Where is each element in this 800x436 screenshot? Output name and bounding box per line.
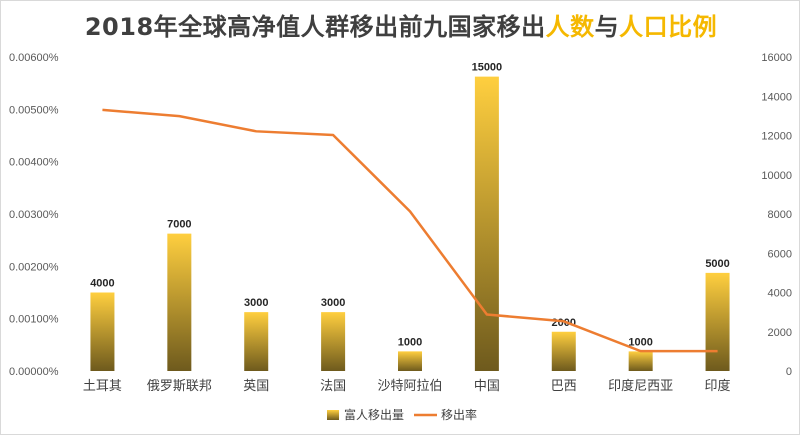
bar xyxy=(167,234,191,371)
right-axis-tick: 2000 xyxy=(768,327,792,339)
bar xyxy=(706,273,730,371)
bar xyxy=(475,77,499,371)
bar xyxy=(90,293,114,372)
legend-bar-swatch xyxy=(327,410,339,420)
left-axis-tick: 0.00000% xyxy=(9,366,59,378)
right-axis-tick: 10000 xyxy=(761,170,792,182)
bar xyxy=(398,351,422,371)
right-axis: 0 2000 4000 6000 8000 10000 12000 14000 16000 xyxy=(761,52,792,378)
category-label: 沙特阿拉伯 xyxy=(377,379,442,394)
bar-data-label: 3000 xyxy=(321,297,345,309)
bar-data-label: 15000 xyxy=(472,62,503,74)
bar-data-label: 7000 xyxy=(167,219,191,231)
right-axis-tick: 0 xyxy=(786,366,792,378)
left-axis-tick: 0.00600% xyxy=(9,52,59,64)
line-path xyxy=(102,110,717,351)
bar-data-label: 4000 xyxy=(90,278,114,290)
legend: 富人移出量 移出率 xyxy=(327,407,477,422)
bar-data-label: 1000 xyxy=(398,336,422,348)
category-label: 俄罗斯联邦 xyxy=(147,379,212,394)
category-label: 印度尼西亚 xyxy=(608,378,673,394)
right-axis-tick: 16000 xyxy=(761,52,792,64)
legend-line-label: 移出率 xyxy=(441,407,477,422)
right-axis-tick: 4000 xyxy=(768,288,792,300)
category-label: 中国 xyxy=(474,379,500,394)
left-axis-tick: 0.00100% xyxy=(9,314,59,326)
left-axis: 0.00000% 0.00100% 0.00200% 0.00300% 0.00400%… xyxy=(9,52,59,378)
category-axis: 土耳其 俄罗斯联邦 英国 法国 沙特阿拉伯 中国 巴西 印度尼西亚 印度 xyxy=(83,378,731,394)
category-label: 巴西 xyxy=(551,379,577,394)
bar-data-label: 2000 xyxy=(552,317,576,329)
right-axis-tick: 8000 xyxy=(768,209,792,221)
left-axis-tick: 0.00400% xyxy=(9,157,59,169)
legend-bar-label: 富人移出量 xyxy=(344,407,404,422)
left-axis-tick: 0.00500% xyxy=(9,104,59,116)
right-axis-tick: 12000 xyxy=(761,131,792,143)
bar xyxy=(552,332,576,371)
bar-data-label: 5000 xyxy=(705,258,729,270)
right-axis-tick: 14000 xyxy=(761,91,792,103)
left-axis-tick: 0.00200% xyxy=(9,261,59,273)
line-series xyxy=(102,110,717,351)
right-axis-tick: 6000 xyxy=(768,248,792,260)
bar xyxy=(244,312,268,371)
bar xyxy=(629,351,653,371)
bar-data-label: 3000 xyxy=(244,297,268,309)
category-label: 法国 xyxy=(320,379,346,394)
left-axis-tick: 0.00300% xyxy=(9,209,59,221)
category-label: 英国 xyxy=(243,379,269,394)
category-label: 印度 xyxy=(705,378,731,394)
category-label: 土耳其 xyxy=(83,379,122,394)
bar xyxy=(321,312,345,371)
